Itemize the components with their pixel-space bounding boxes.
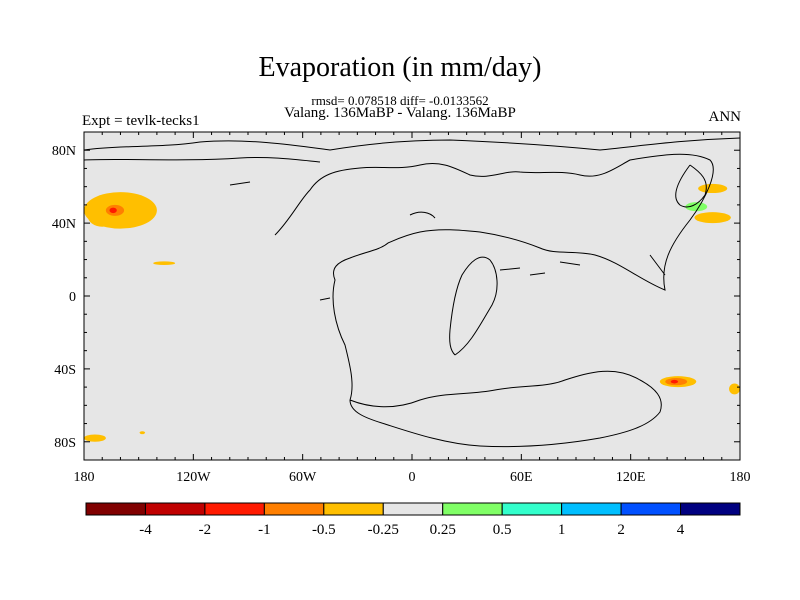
x-tick-label: 180 [730,470,751,485]
anomaly-region-7 [698,183,728,194]
colorbar-box [620,502,682,516]
colorbar-label: 0.25 [430,522,456,538]
colorbar-box [263,502,325,516]
anomaly-region-13 [729,383,740,395]
colorbar-label: -0.5 [312,522,336,538]
colorbar-label: -1 [258,522,271,538]
x-tick-label: 120E [616,470,646,485]
period-label: ANN [708,109,742,125]
coastline-north [84,137,740,151]
coastline-east-landmass [675,164,707,208]
y-tick-label: 80N [52,144,76,159]
coastline-main-continent [274,153,714,401]
anomaly-region-6 [139,431,146,435]
coastline-island-4 [319,254,666,301]
colorbar-box [680,502,741,516]
colorbar-label: 4 [677,522,685,538]
anomaly-region-4 [153,261,176,266]
colorbar-box [85,502,146,516]
x-tick-label: 60E [510,470,533,485]
coastline-inner-sea [449,256,498,356]
y-tick-label: 0 [69,290,76,305]
coastline-north2 [84,156,321,163]
experiment-label: Expt = tevlk-tecks1 [82,113,200,129]
coastline-island-1 [229,181,251,186]
stats-line: rmsd= 0.078518 diff= -0.0133562 [311,93,489,108]
colorbar-box [323,502,384,516]
colorbar-label: -0.25 [368,522,399,538]
x-axis: 180 120W 60W 0 60E 120E 180 [74,132,751,485]
comparison-label: Valang. 136MaBP - Valang. 136MaBP [284,105,516,121]
anomaly-region-12 [670,379,679,384]
anomaly-region-3 [109,207,117,214]
y-axis: 80N 40N 0 40S 80S [52,144,740,451]
coastline-island-3 [499,261,581,276]
chart-title: Evaporation (in mm/day) [258,52,542,83]
colorbar-label: 2 [617,522,625,538]
coastlines [84,137,740,448]
y-tick-label: 40S [54,363,76,378]
anomaly-region-5 [84,434,106,442]
colorbar-box [561,502,622,516]
colorbar: -4 -2 -1 -0.5 -0.25 0.25 0.5 1 2 4 [85,502,741,538]
anomaly-region-9 [685,202,708,212]
coastline-south-continent [349,370,662,448]
colorbar-label: -4 [139,522,152,538]
anomaly-region-8 [694,212,731,224]
anomaly-layer [84,183,740,442]
y-tick-label: 80S [54,436,76,451]
x-tick-label: 120W [176,470,211,485]
x-tick-label: 0 [409,470,416,485]
colorbar-box [442,502,503,516]
x-tick-label: 60W [289,470,317,485]
colorbar-box [501,502,563,516]
colorbar-box [144,502,206,516]
y-tick-label: 40N [52,217,76,232]
plot-background [84,132,740,460]
colorbar-label: 0.5 [493,522,512,538]
colorbar-box [382,502,444,516]
colorbar-label: 1 [558,522,566,538]
coastline-island-2 [409,211,436,219]
colorbar-label: -2 [199,522,212,538]
colorbar-box [204,502,265,516]
x-tick-label: 180 [74,470,95,485]
